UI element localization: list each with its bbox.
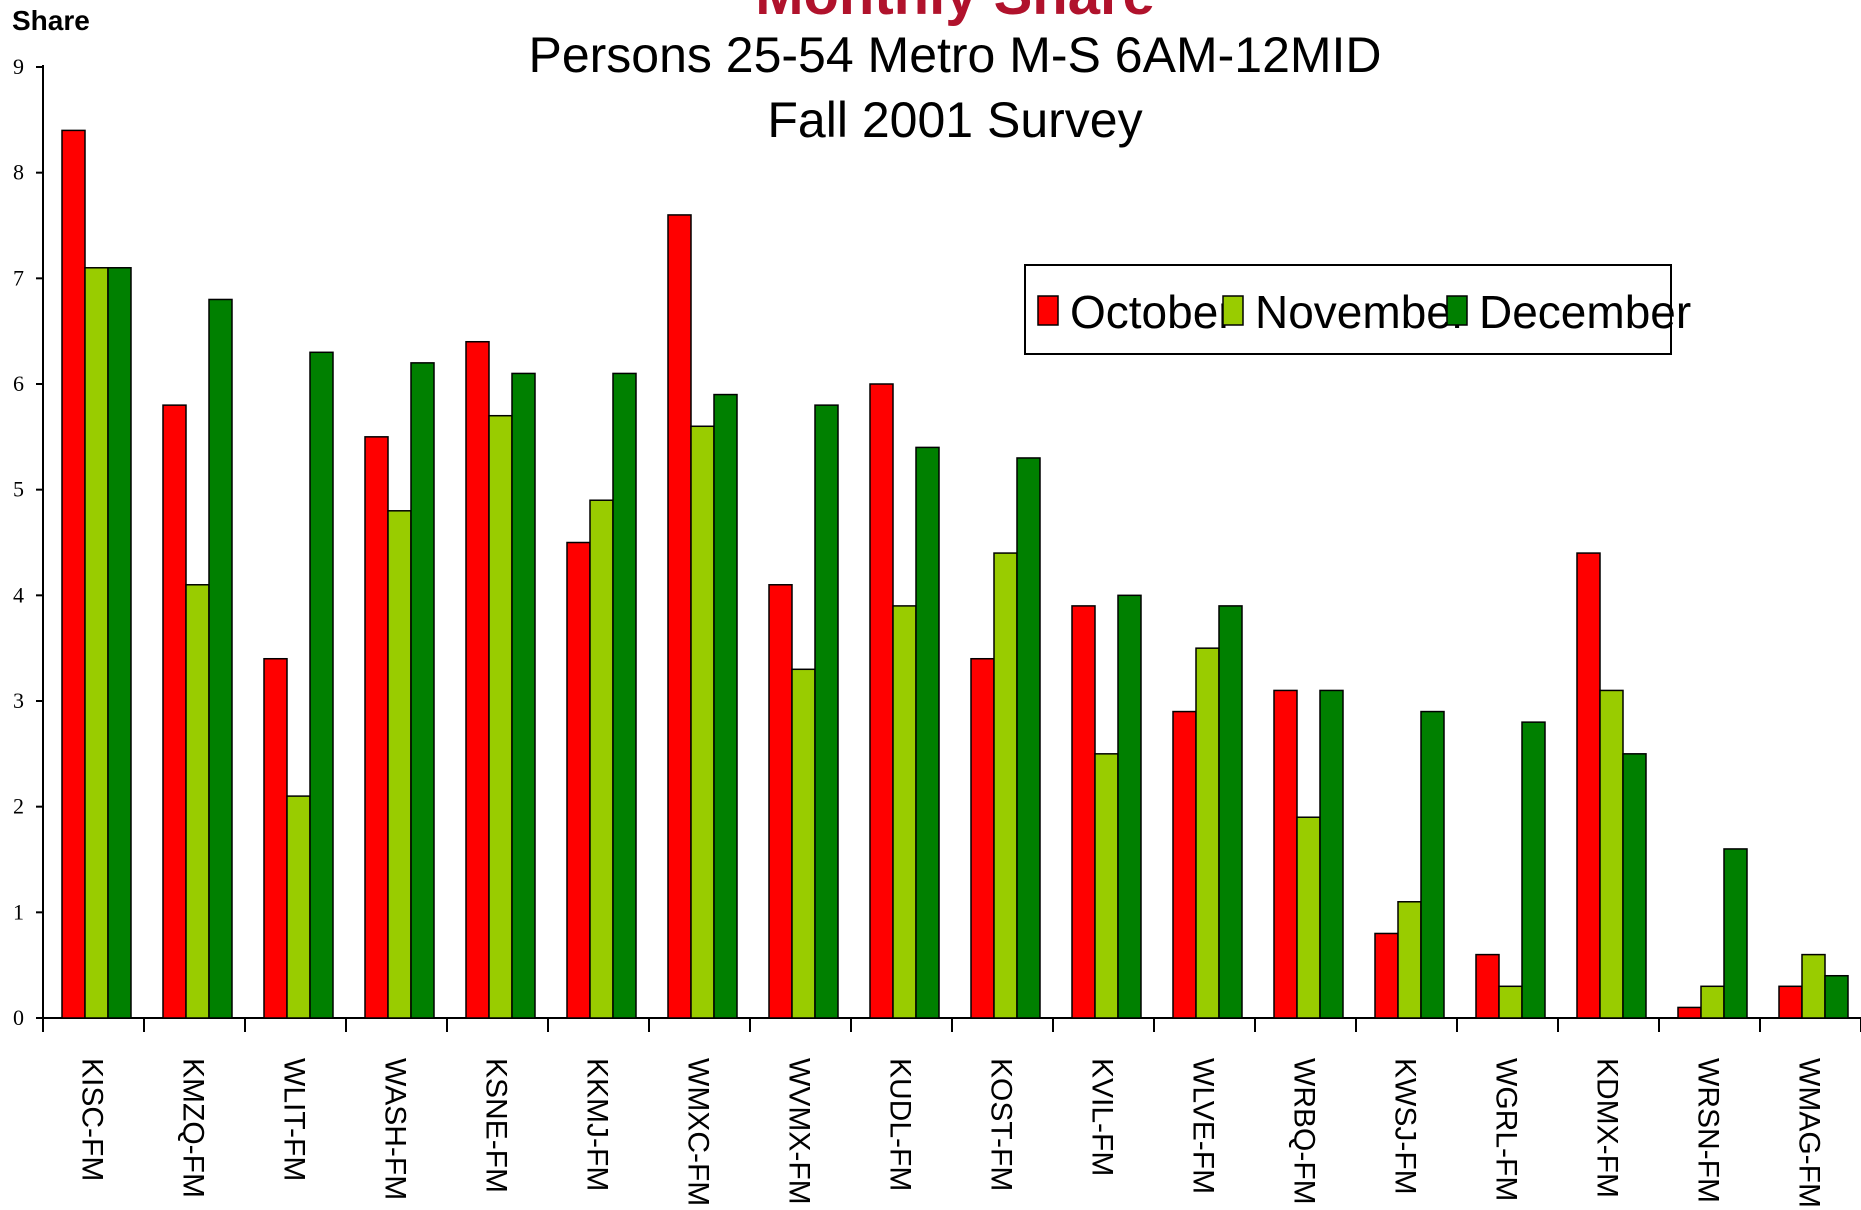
legend-swatch-october	[1037, 295, 1059, 326]
y-tick-label: 7	[13, 265, 24, 290]
bar-october-kudl-fm	[869, 383, 894, 1019]
bar-november-kvil-fm	[1094, 753, 1119, 1019]
bar-october-kmzq-fm	[162, 404, 187, 1019]
bar-november-wgrl-fm	[1498, 985, 1523, 1019]
chart-subtitle-line-2: Fall 2001 Survey	[767, 92, 1142, 148]
bar-october-wgrl-fm	[1475, 953, 1500, 1019]
bar-october-ksne-fm	[465, 340, 490, 1019]
bar-december-kmzq-fm	[208, 298, 233, 1019]
bar-november-wvmx-fm	[791, 668, 816, 1019]
bar-november-wlit-fm	[286, 795, 311, 1019]
bar-december-kvil-fm	[1117, 594, 1142, 1019]
bar-november-wrsn-fm	[1700, 985, 1725, 1019]
bars	[61, 129, 1849, 1019]
x-tick-label: WRBQ-FM	[1288, 1058, 1321, 1205]
legend: October November December	[1024, 264, 1691, 355]
bar-december-kost-fm	[1016, 457, 1041, 1019]
y-tick-label: 0	[13, 1005, 24, 1030]
y-tick-label: 1	[13, 899, 24, 924]
bar-october-wrsn-fm	[1677, 1006, 1702, 1019]
x-tick-label: KMZQ-FM	[177, 1058, 210, 1198]
bar-october-wrbq-fm	[1273, 689, 1298, 1019]
bar-december-ksne-fm	[511, 372, 536, 1019]
legend-box	[1024, 264, 1672, 355]
bar-october-kvil-fm	[1071, 605, 1096, 1019]
x-tick-label: KVIL-FM	[1086, 1058, 1119, 1176]
x-tick-label: WASH-FM	[379, 1058, 412, 1200]
y-tick-label: 2	[13, 794, 24, 819]
bar-november-kkmj-fm	[589, 499, 614, 1019]
x-tick-label: WLIT-FM	[278, 1058, 311, 1181]
bar-december-wlit-fm	[309, 351, 334, 1019]
x-tick-label: KWSJ-FM	[1389, 1058, 1422, 1195]
bar-december-wrsn-fm	[1723, 848, 1748, 1019]
y-tick-label: 8	[13, 160, 24, 185]
x-tick-label: WLVE-FM	[1187, 1058, 1220, 1194]
bar-november-kwsj-fm	[1397, 901, 1422, 1019]
bar-november-kost-fm	[993, 552, 1018, 1019]
bar-november-kdmx-fm	[1599, 689, 1624, 1019]
y-tick-label: 6	[13, 371, 24, 396]
bar-december-wmag-fm	[1824, 974, 1849, 1019]
y-tick-label: 9	[13, 54, 24, 79]
x-tick-label: KUDL-FM	[884, 1058, 917, 1191]
x-tick-label: KKMJ-FM	[581, 1058, 614, 1191]
bar-october-kisc-fm	[61, 129, 86, 1019]
y-tick-label: 5	[13, 477, 24, 502]
bar-october-wash-fm	[364, 436, 389, 1019]
bar-december-wmxc-fm	[713, 393, 738, 1019]
y-tick-label: 3	[13, 688, 24, 713]
bar-november-wmag-fm	[1801, 953, 1826, 1019]
x-tick-label: WMXC-FM	[682, 1058, 715, 1206]
bar-december-wrbq-fm	[1319, 689, 1344, 1019]
x-tick-label: KOST-FM	[985, 1058, 1018, 1191]
bar-october-wlit-fm	[263, 657, 288, 1019]
bar-december-kudl-fm	[915, 446, 940, 1019]
bar-november-kisc-fm	[84, 267, 109, 1019]
legend-label-october: October	[1070, 286, 1234, 338]
chart-title: Monthly Share	[755, 0, 1155, 27]
x-tick-label: WMAG-FM	[1793, 1058, 1826, 1208]
x-tick-label: WGRL-FM	[1490, 1058, 1523, 1201]
x-tick-label: KSNE-FM	[480, 1058, 513, 1193]
bar-november-kmzq-fm	[185, 584, 210, 1019]
bar-december-kisc-fm	[107, 267, 132, 1019]
bar-october-wmxc-fm	[667, 214, 692, 1019]
legend-swatch-december	[1446, 295, 1468, 326]
bar-october-kwsj-fm	[1374, 932, 1399, 1019]
y-tick-label: 4	[13, 582, 24, 607]
bar-october-wlve-fm	[1172, 710, 1197, 1019]
bar-december-wlve-fm	[1218, 605, 1243, 1019]
bar-november-kudl-fm	[892, 605, 917, 1019]
x-tick-label: KISC-FM	[76, 1058, 109, 1181]
x-tick-label: WVMX-FM	[783, 1058, 816, 1205]
bar-october-kdmx-fm	[1576, 552, 1601, 1019]
y-axis-label: Share	[12, 5, 90, 36]
bar-november-wlve-fm	[1195, 647, 1220, 1019]
bar-december-wgrl-fm	[1521, 721, 1546, 1019]
x-tick-labels: KISC-FM KMZQ-FM WLIT-FM WASH-FM KSNE-FM KKMJ-…	[76, 1058, 1826, 1208]
bar-december-kdmx-fm	[1622, 753, 1647, 1019]
chart-subtitle-line-1: Persons 25-54 Metro M-S 6AM-12MID	[528, 27, 1381, 83]
legend-swatch-november	[1222, 295, 1244, 326]
bar-november-wash-fm	[387, 510, 412, 1019]
bar-october-wvmx-fm	[768, 584, 793, 1019]
legend-label-november: November	[1255, 286, 1467, 338]
bar-october-wmag-fm	[1778, 985, 1803, 1019]
legend-label-december: December	[1479, 286, 1691, 338]
bar-december-kwsj-fm	[1420, 710, 1445, 1019]
bar-november-ksne-fm	[488, 414, 513, 1019]
x-tick-label: WRSN-FM	[1692, 1058, 1725, 1203]
bar-november-wrbq-fm	[1296, 816, 1321, 1019]
bar-november-wmxc-fm	[690, 425, 715, 1019]
bar-october-kost-fm	[970, 657, 995, 1019]
bar-october-kkmj-fm	[566, 541, 591, 1019]
axes: 0 1 2 3 4 5 6 7 8 9	[13, 54, 1861, 1032]
bar-december-kkmj-fm	[612, 372, 637, 1019]
bar-december-wvmx-fm	[814, 404, 839, 1019]
bar-december-wash-fm	[410, 362, 435, 1019]
x-tick-label: KDMX-FM	[1591, 1058, 1624, 1198]
